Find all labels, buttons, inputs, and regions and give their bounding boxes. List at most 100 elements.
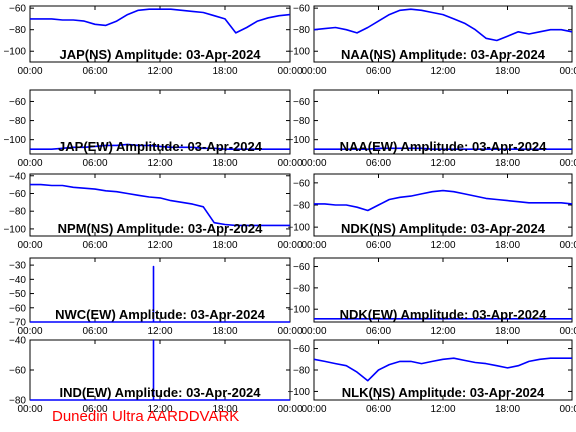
y-tick-label: −40: [9, 336, 26, 347]
chart-panel: −60 −80 −100 00:00 06:00 12:00 18:00 00:00 JAP(E…: [3, 89, 303, 169]
panel-title: NDK(EW) Amplitude: 03-Apr-2024: [340, 307, 548, 322]
series-line: [30, 265, 290, 323]
y-tick-label: −100: [287, 387, 310, 398]
y-tick-label: −100: [287, 223, 310, 234]
panel-title: NWC(EW) Amplitude: 03-Apr-2024: [55, 307, 265, 322]
y-tick-label: −100: [3, 47, 26, 58]
chart-panel: −60 −80 −100 00:00 06:00 12:00 18:00 00:00 NDK(N…: [287, 173, 576, 251]
series-line: [314, 189, 573, 212]
x-tick-label: 00:00: [17, 240, 42, 251]
y-tick-label: −100: [287, 305, 310, 316]
y-tick-label: −70: [9, 318, 26, 329]
y-tick-label: −60: [293, 344, 310, 355]
x-tick-label: 06:00: [366, 404, 391, 415]
x-tick-label: 06:00: [82, 404, 107, 415]
panel-title: NLK(NS) Amplitude: 03-Apr-2024: [342, 385, 545, 400]
x-tick-label: 00:00: [559, 66, 576, 77]
series-line: [30, 183, 290, 227]
panel-title: IND(EW) Amplitude: 03-Apr-2024: [59, 385, 261, 400]
y-tick-label: −80: [9, 25, 26, 36]
chart-panel: −60 −80 −100 00:00 06:00 12:00 18:00 00:00 JAP(N…: [3, 4, 302, 77]
x-tick-label: 00:00: [17, 326, 42, 337]
x-tick-label: 00:00: [559, 326, 576, 337]
x-tick-label: 00:00: [277, 158, 302, 169]
y-tick-label: −80: [9, 396, 26, 407]
y-tick-label: −60: [293, 178, 310, 189]
x-tick-label: 12:00: [430, 240, 455, 251]
x-tick-label: 06:00: [82, 240, 107, 251]
y-tick-label: −80: [293, 201, 310, 212]
panel-title: NAA(NS) Amplitude: 03-Apr-2024: [341, 47, 546, 62]
x-tick-label: 00:00: [277, 66, 302, 77]
y-tick-label: −100: [287, 135, 310, 146]
x-tick-label: 18:00: [212, 66, 237, 77]
x-tick-label: 06:00: [82, 66, 107, 77]
chart-panel: −60 −80 −100 00:00 06:00 12:00 18:00 00:00 NLK(N…: [287, 339, 576, 415]
x-tick-label: 12:00: [147, 66, 172, 77]
y-tick-label: −60: [9, 189, 26, 200]
x-tick-label: 18:00: [495, 240, 520, 251]
y-tick-label: −60: [9, 97, 26, 108]
x-tick-label: 18:00: [212, 404, 237, 415]
x-tick-label: 12:00: [430, 404, 455, 415]
panel-title: NPM(NS) Amplitude: 03-Apr-2024: [58, 221, 263, 236]
x-tick-label: 06:00: [82, 158, 107, 169]
x-tick-label: 18:00: [495, 326, 520, 337]
panel-title: JAP(EW) Amplitude: 03-Apr-2024: [58, 139, 263, 154]
y-tick-label: −40: [9, 171, 26, 182]
x-tick-label: 06:00: [366, 158, 391, 169]
x-tick-label: 18:00: [212, 240, 237, 251]
y-tick-label: −60: [293, 262, 310, 273]
panel-title: JAP(NS) Amplitude: 03-Apr-2024: [59, 47, 261, 62]
y-tick-label: −80: [9, 116, 26, 127]
chart-panel: −60 −80 −100 00:00 06:00 12:00 18:00 00:00 NAA(N…: [287, 4, 576, 77]
y-tick-label: −40: [9, 275, 26, 286]
y-tick-label: −100: [3, 135, 26, 146]
y-tick-label: −60: [293, 97, 310, 108]
y-tick-label: −100: [3, 224, 26, 235]
y-tick-label: −80: [293, 25, 310, 36]
panel-title: NDK(NS) Amplitude: 03-Apr-2024: [341, 221, 546, 236]
x-tick-label: 12:00: [147, 326, 172, 337]
x-tick-label: 18:00: [212, 158, 237, 169]
x-tick-label: 00:00: [301, 404, 326, 415]
y-tick-label: −60: [9, 303, 26, 314]
x-tick-label: 06:00: [366, 240, 391, 251]
series-line: [313, 8, 573, 42]
x-tick-label: 06:00: [366, 326, 391, 337]
x-tick-label: 18:00: [495, 66, 520, 77]
x-tick-label: 00:00: [17, 404, 42, 415]
x-tick-label: 00:00: [559, 240, 576, 251]
x-tick-label: 18:00: [212, 326, 237, 337]
y-tick-label: −80: [293, 283, 310, 294]
x-tick-label: 18:00: [495, 404, 520, 415]
y-tick-label: −80: [9, 207, 26, 218]
series-line: [30, 143, 290, 150]
y-tick-label: −60: [293, 4, 310, 15]
x-tick-label: 00:00: [301, 66, 326, 77]
x-tick-label: 00:00: [301, 240, 326, 251]
x-tick-label: 18:00: [495, 158, 520, 169]
series-line: [313, 357, 572, 382]
y-tick-label: −80: [293, 366, 310, 377]
x-tick-label: 00:00: [277, 240, 302, 251]
y-tick-label: −60: [9, 366, 26, 377]
x-tick-label: 12:00: [147, 240, 172, 251]
x-tick-label: 12:00: [430, 326, 455, 337]
x-tick-label: 12:00: [147, 404, 172, 415]
x-tick-label: 00:00: [559, 404, 576, 415]
series-line: [314, 147, 572, 150]
chart-panel: −40 −60 −80 −100 00:00 06:00 12:00 18:00 00:00 NP…: [3, 171, 302, 251]
series-line: [30, 339, 290, 401]
x-tick-label: 00:00: [301, 326, 326, 337]
x-tick-label: 00:00: [17, 158, 42, 169]
y-tick-label: −80: [293, 116, 310, 127]
x-tick-label: 00:00: [301, 158, 326, 169]
x-tick-label: 00:00: [17, 66, 42, 77]
chart-panel: −60 −80 −100 00:00 06:00 12:00 18:00 00:00 NAA(E…: [287, 89, 576, 169]
x-tick-label: 00:00: [559, 158, 576, 169]
y-tick-label: −50: [9, 289, 26, 300]
x-tick-label: 12:00: [430, 66, 455, 77]
series-line: [30, 8, 291, 34]
